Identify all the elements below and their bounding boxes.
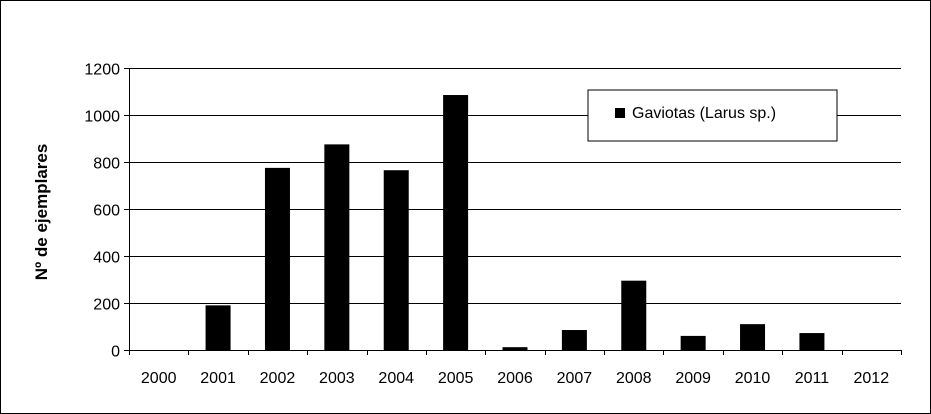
legend-entry-label: Gaviotas (Larus sp.) xyxy=(632,105,776,122)
bar xyxy=(502,347,528,350)
legend-box xyxy=(587,89,838,142)
legend: Gaviotas (Larus sp.) xyxy=(587,89,838,142)
y-tick-label: 1200 xyxy=(84,62,120,79)
bar xyxy=(205,305,231,350)
bar xyxy=(799,333,825,350)
x-tick-label: 2012 xyxy=(854,370,890,387)
y-tick-label: 800 xyxy=(93,156,120,173)
bar xyxy=(680,335,706,350)
x-tick-label: 2010 xyxy=(735,370,771,387)
bar xyxy=(443,95,469,351)
y-axis-label: Nº de ejemplares xyxy=(32,144,51,281)
y-tick-label: 0 xyxy=(111,344,120,361)
y-tick-label: 400 xyxy=(93,250,120,267)
x-tick-label: 2001 xyxy=(200,370,236,387)
x-ticks: 2000 2001 2002 2003 2004 2005 2006 2007 2008 2009… xyxy=(129,350,902,387)
x-tick-label: 2009 xyxy=(675,370,711,387)
bar xyxy=(740,324,766,350)
y-tick-label: 200 xyxy=(93,297,120,314)
x-tick-label: 2004 xyxy=(378,370,414,387)
x-tick-label: 2007 xyxy=(557,370,593,387)
x-tick-label: 2003 xyxy=(319,370,355,387)
x-tick-label: 2011 xyxy=(795,370,830,387)
y-tick-label: 1000 xyxy=(84,109,120,126)
y-tick-label: 600 xyxy=(93,203,120,220)
x-tick-label: 2002 xyxy=(260,370,296,387)
gridlines xyxy=(129,68,901,304)
x-tick-label: 2005 xyxy=(438,370,474,387)
axes xyxy=(129,68,901,351)
bar xyxy=(264,167,290,350)
bar xyxy=(621,280,647,350)
bar xyxy=(324,144,350,350)
x-tick-label: 2000 xyxy=(141,370,177,387)
legend-swatch xyxy=(615,108,625,118)
bars xyxy=(205,95,825,351)
y-ticks: 0 200 400 600 800 1000 1200 xyxy=(84,62,129,361)
x-tick-label: 2008 xyxy=(616,370,652,387)
x-tick-label: 2006 xyxy=(497,370,533,387)
bar xyxy=(383,170,409,350)
bar xyxy=(561,330,587,350)
